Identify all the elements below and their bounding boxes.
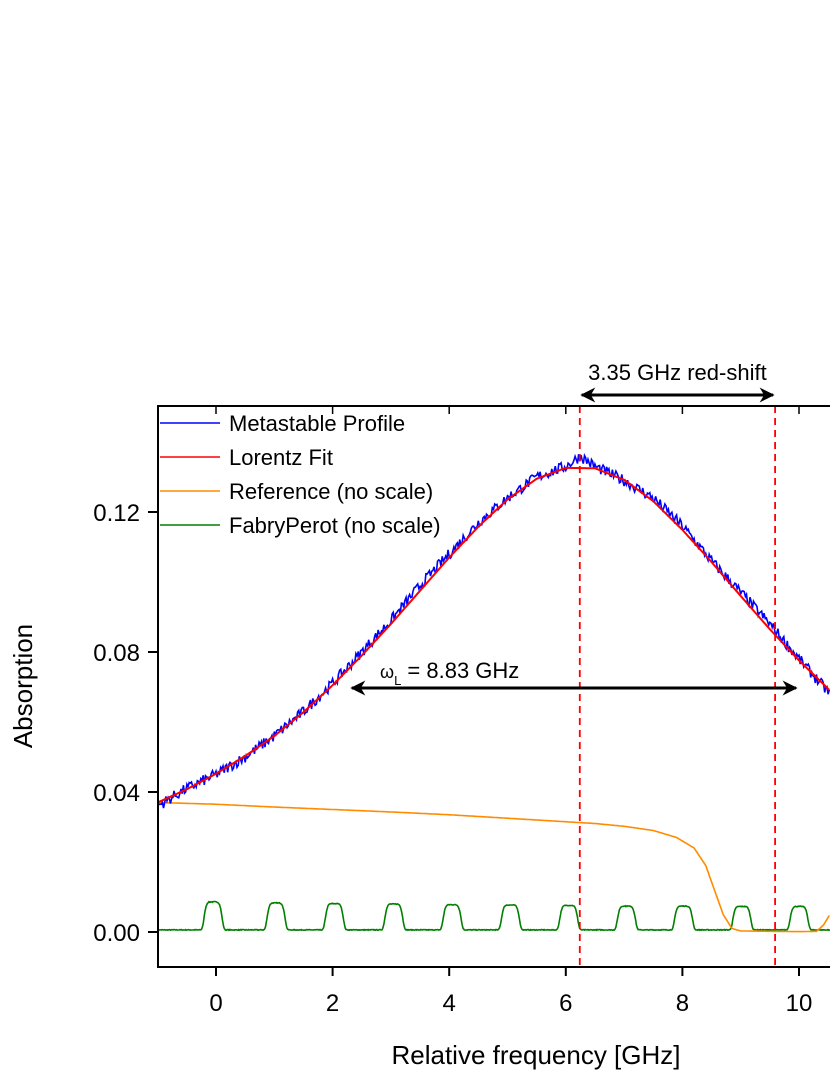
linewidth-label: ωL = 8.83 GHz — [380, 658, 519, 688]
x-tick-label: 8 — [676, 990, 689, 1017]
legend: Metastable Profile Lorentz Fit Reference (… — [160, 411, 441, 538]
y-axis-label: Absorption — [8, 624, 38, 748]
x-tick-label: 0 — [209, 990, 222, 1017]
legend-label: Reference (no scale) — [229, 479, 433, 504]
x-tick-label: 6 — [559, 990, 572, 1017]
legend-item: FabryPerot (no scale) — [160, 513, 441, 538]
legend-label: FabryPerot (no scale) — [229, 513, 441, 538]
x-tick-label: 2 — [326, 990, 339, 1017]
red-shift-label: 3.35 GHz red-shift — [588, 360, 767, 385]
y-tick-label: 0.00 — [93, 920, 140, 947]
legend-item: Metastable Profile — [160, 411, 405, 436]
x-tick-label: 4 — [443, 990, 456, 1017]
series-fabryperot-no-scale — [158, 900, 830, 932]
tick-layer: 0 2 4 6 8 10 0.00 0.04 0.08 0.12 — [93, 406, 812, 1017]
series-layer — [158, 453, 830, 933]
series-lorentz-fit — [158, 466, 830, 804]
y-tick-label: 0.08 — [93, 640, 140, 667]
omega-symbol: ω — [380, 662, 394, 682]
series-reference-no-scale — [158, 801, 830, 933]
legend-item: Lorentz Fit — [160, 445, 333, 470]
plot-frame — [157, 405, 830, 968]
y-tick-label: 0.12 — [93, 500, 140, 527]
vline-layer — [578, 406, 776, 967]
omega-subscript: L — [394, 673, 401, 688]
y-tick-label: 0.04 — [93, 780, 140, 807]
legend-label: Lorentz Fit — [229, 445, 333, 470]
x-axis-label: Relative frequency [GHz] — [391, 1040, 680, 1070]
legend-item: Reference (no scale) — [160, 479, 433, 504]
legend-label: Metastable Profile — [229, 411, 405, 436]
linewidth-value: = 8.83 GHz — [401, 658, 519, 683]
series-metastable-profile — [158, 453, 830, 809]
annotations: 3.35 GHz red-shift ωL = 8.83 GHz — [350, 360, 798, 696]
x-tick-label: 10 — [786, 990, 813, 1017]
